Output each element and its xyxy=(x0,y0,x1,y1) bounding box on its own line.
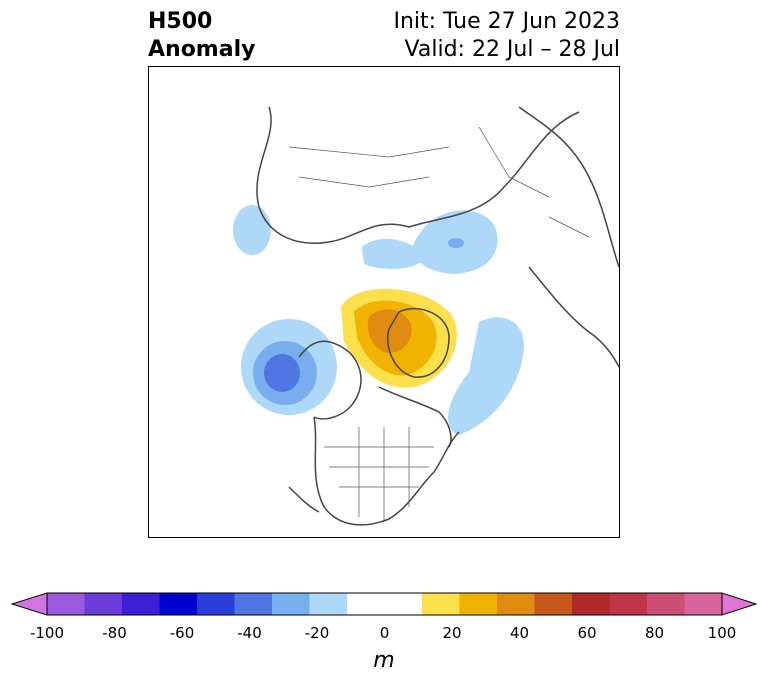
title-line-1: H500 xyxy=(148,9,213,34)
colorbar-bin xyxy=(572,593,610,615)
colorbar xyxy=(10,592,758,616)
anomaly-bering xyxy=(233,205,271,255)
colorbar-tick-label: -100 xyxy=(29,624,65,642)
title-line-2: Anomaly xyxy=(148,37,256,62)
colorbar-bin xyxy=(309,593,348,615)
colorbar-bin xyxy=(684,593,723,615)
colorbar-tick-label: 80 xyxy=(644,624,665,642)
colorbar-tick-label: -60 xyxy=(169,624,195,642)
colorbar-tick-label: -40 xyxy=(237,624,262,642)
map-panel xyxy=(148,66,620,538)
colorbar-tick-label: 40 xyxy=(509,624,530,642)
coastlines xyxy=(256,106,619,526)
colorbar-bin xyxy=(459,593,498,615)
colorbar-bin xyxy=(534,593,573,615)
colorbar-bin xyxy=(647,593,685,615)
colorbar-tick-label: 60 xyxy=(577,624,597,642)
anomaly-greenland-40 xyxy=(367,309,412,353)
chart-title: H500 Anomaly xyxy=(148,8,255,64)
colorbar-bin xyxy=(122,593,160,615)
borders xyxy=(288,126,590,522)
colorbar-bin xyxy=(234,593,273,615)
valid-range: Valid: 22 Jul – 28 Jul xyxy=(404,37,620,62)
colorbar-units: m xyxy=(373,648,395,673)
date-block: Init: Tue 27 Jun 2023 Valid: 22 Jul – 28… xyxy=(394,8,621,64)
colorbar-tick-label: -80 xyxy=(102,624,127,642)
colorbar-outline xyxy=(46,592,723,616)
polar-map xyxy=(233,106,619,526)
colorbar-bin xyxy=(159,593,198,615)
colorbar-bin xyxy=(197,593,235,615)
anomaly-siberia-core xyxy=(448,238,464,248)
anomaly-alaska-core xyxy=(264,354,300,392)
colorbar-extend-high xyxy=(721,592,758,616)
init-date: Init: Tue 27 Jun 2023 xyxy=(393,9,621,34)
colorbar-bin xyxy=(272,593,310,615)
colorbar-bin xyxy=(47,593,85,615)
colorbar-bin xyxy=(384,593,423,615)
colorbar-bin xyxy=(422,593,460,615)
colorbar-bin xyxy=(347,593,385,615)
colorbar-tick-label: 20 xyxy=(442,624,462,642)
colorbar-tick-label: 0 xyxy=(379,624,390,642)
colorbar-tick-label: 100 xyxy=(707,624,737,642)
anomaly-fields xyxy=(233,205,524,435)
colorbar-bin xyxy=(84,593,123,615)
anomaly-arctic-coast xyxy=(362,238,424,269)
anomaly-atlantic xyxy=(448,317,524,435)
colorbar-bin xyxy=(497,593,535,615)
colorbar-bin xyxy=(609,593,648,615)
colorbar-extend-low xyxy=(10,592,48,616)
colorbar-tick-label: -20 xyxy=(304,624,330,642)
